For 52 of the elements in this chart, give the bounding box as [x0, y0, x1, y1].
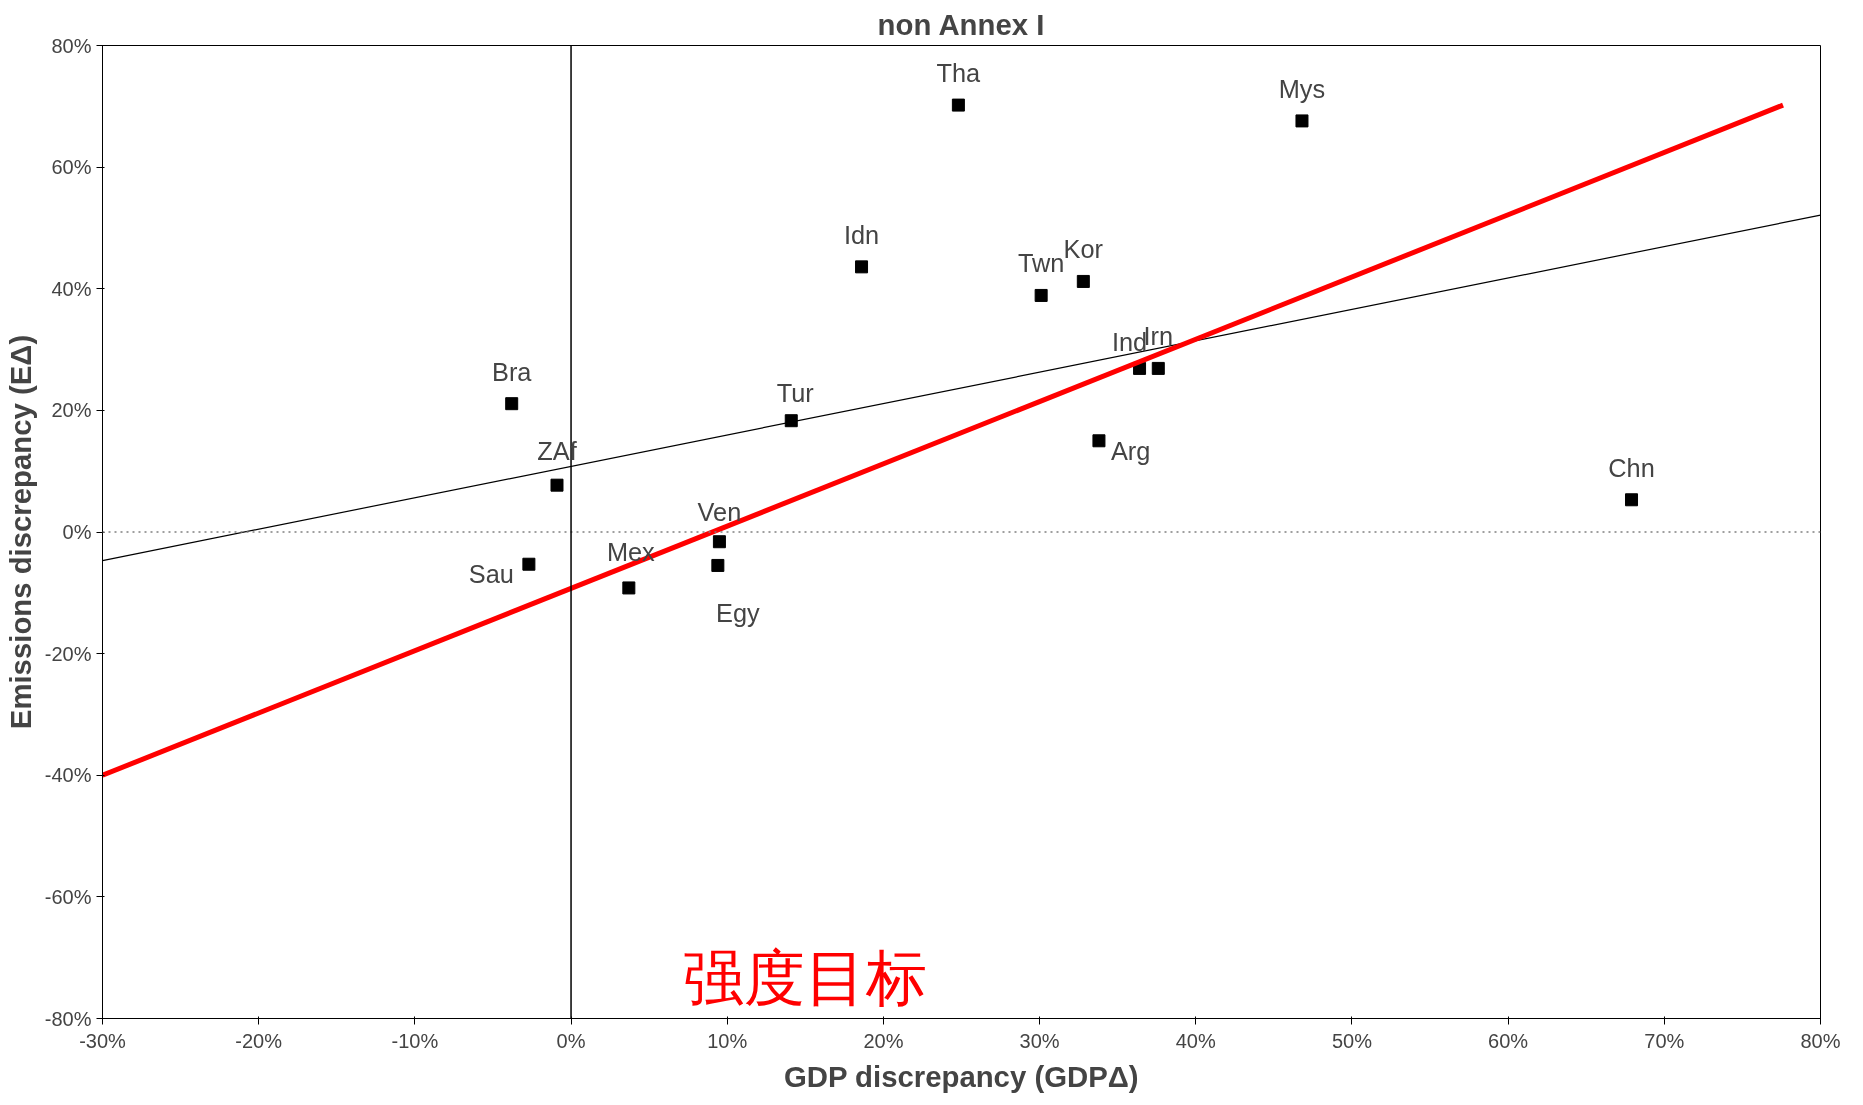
point — [1625, 493, 1639, 507]
y-tick-label: 20% — [51, 399, 92, 422]
point — [1295, 114, 1309, 128]
point — [1076, 274, 1090, 288]
annotation: Arg — [1110, 436, 1151, 465]
x-tick-label: -30% — [79, 1029, 127, 1052]
annotation: Tur — [776, 378, 815, 407]
annotation: Kor — [1063, 235, 1104, 264]
annotation: Egy — [716, 599, 761, 628]
x-tick-label: 0% — [556, 1029, 586, 1052]
y-axis-title: Emissions discrepancy (EΔ) — [3, 334, 37, 730]
point — [505, 397, 519, 411]
x-tick-label: 30% — [1019, 1029, 1060, 1052]
y-tick-label: 0% — [62, 521, 92, 543]
x-tick-label: 70% — [1644, 1029, 1685, 1052]
annotation: Bra — [491, 357, 533, 386]
y-tick-label: -80% — [44, 1007, 92, 1030]
x-tick-label: -20% — [235, 1029, 283, 1052]
x-tick-label: 10% — [707, 1029, 748, 1052]
x-tick-label: 40% — [1175, 1029, 1216, 1052]
x-tick-label: 60% — [1488, 1029, 1529, 1052]
annotation: Tha — [936, 59, 982, 88]
point — [1092, 434, 1106, 448]
y-tick-label: -40% — [44, 764, 92, 787]
x-axis-title: GDP discrepancy (GDPΔ) — [783, 1059, 1139, 1093]
x-tick-label: -10% — [391, 1029, 439, 1052]
annotation: Chn — [1608, 453, 1655, 482]
x-tick-label: 50% — [1331, 1029, 1373, 1052]
annotation: Twn — [1017, 249, 1065, 278]
annotation: 强度目标 — [683, 941, 928, 1013]
annotation: Mex — [606, 537, 656, 566]
y-tick-label: 60% — [51, 156, 92, 179]
point — [550, 478, 564, 492]
point — [1034, 288, 1048, 302]
point — [951, 98, 965, 112]
x-tick-label: 20% — [863, 1029, 904, 1052]
annotation: Sau — [468, 560, 514, 589]
annotation: Mys — [1278, 74, 1326, 103]
annotation: Idn — [843, 220, 880, 249]
y-tick-label: -20% — [44, 642, 92, 665]
point — [711, 558, 725, 572]
x-tick-label: 80% — [1800, 1029, 1841, 1052]
point — [712, 535, 726, 549]
chart-title: non Annex I — [877, 7, 1045, 41]
annotation: Ven — [697, 497, 742, 526]
point — [855, 260, 869, 274]
point — [522, 557, 536, 571]
y-tick-label: 40% — [51, 277, 92, 300]
point — [1151, 361, 1165, 375]
y-tick-label: -60% — [44, 885, 92, 908]
y-tick-label: 80% — [51, 34, 92, 57]
point — [622, 581, 636, 595]
